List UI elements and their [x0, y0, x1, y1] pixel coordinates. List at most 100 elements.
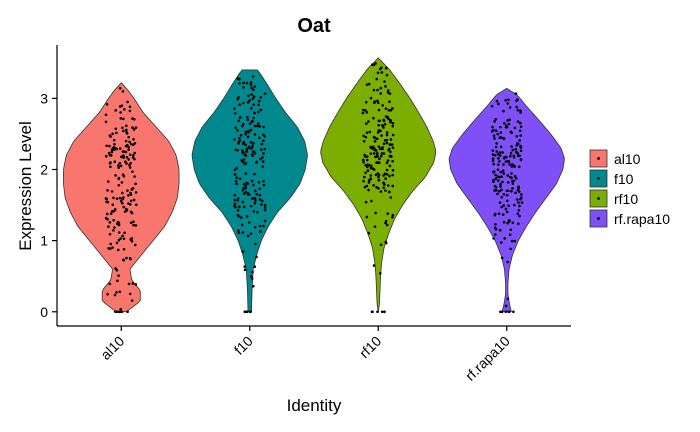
data-point — [119, 307, 123, 311]
data-point — [248, 122, 252, 126]
data-point — [126, 189, 129, 192]
data-point — [504, 207, 508, 211]
data-point — [130, 239, 134, 243]
data-point — [235, 176, 239, 179]
data-point — [519, 157, 523, 161]
data-point — [127, 135, 130, 139]
data-point — [494, 177, 498, 180]
data-point — [132, 137, 135, 141]
data-point — [374, 211, 377, 215]
data-point — [114, 267, 117, 270]
data-point — [238, 103, 242, 106]
data-point — [119, 111, 122, 114]
data-point — [240, 223, 244, 227]
data-point — [245, 81, 249, 85]
data-point — [509, 247, 512, 251]
data-point — [514, 191, 517, 195]
data-point — [108, 144, 111, 148]
data-point — [377, 178, 381, 182]
data-point — [115, 290, 118, 294]
data-point — [250, 277, 254, 280]
data-point — [122, 247, 126, 251]
data-point — [499, 145, 503, 149]
data-point — [364, 109, 367, 112]
data-point — [385, 172, 389, 176]
data-point — [246, 182, 250, 185]
data-point — [384, 66, 388, 70]
data-point — [361, 108, 365, 112]
data-point — [247, 221, 251, 224]
data-point — [500, 310, 504, 314]
data-point — [263, 203, 267, 207]
data-point — [262, 224, 265, 228]
data-point — [263, 206, 267, 209]
data-point — [493, 189, 496, 192]
data-point — [249, 81, 253, 84]
jitter-points-layer — [104, 62, 524, 314]
data-point — [253, 111, 256, 115]
data-point — [252, 141, 255, 145]
data-point — [501, 213, 505, 216]
data-point — [246, 193, 250, 196]
data-point — [242, 141, 246, 144]
data-point — [379, 86, 383, 90]
data-point — [377, 119, 381, 123]
data-point — [502, 204, 506, 207]
data-point — [389, 109, 393, 112]
data-point — [133, 243, 137, 247]
data-point — [117, 238, 121, 242]
data-point — [512, 179, 516, 183]
data-point — [104, 120, 108, 124]
data-point — [116, 310, 120, 314]
data-point — [246, 135, 250, 139]
data-point — [242, 86, 245, 89]
data-point — [114, 109, 118, 112]
data-point — [122, 205, 126, 209]
data-point — [250, 197, 254, 200]
data-point — [251, 144, 254, 148]
data-point — [384, 85, 387, 88]
data-point — [242, 81, 245, 85]
data-point — [517, 165, 521, 169]
data-point — [490, 130, 494, 133]
data-point — [519, 149, 523, 153]
data-point — [250, 179, 254, 183]
data-point — [250, 106, 253, 110]
data-point — [252, 183, 255, 187]
data-point — [492, 180, 495, 184]
data-point — [382, 126, 385, 129]
data-point — [389, 196, 393, 199]
data-point — [383, 80, 386, 83]
data-point — [251, 97, 255, 100]
data-point — [131, 282, 135, 285]
data-point — [252, 116, 256, 120]
data-point — [112, 209, 116, 213]
data-point — [123, 231, 126, 235]
data-point — [387, 190, 391, 194]
data-point — [114, 174, 117, 177]
data-point — [493, 153, 497, 157]
data-point — [505, 155, 508, 159]
data-point — [115, 241, 119, 245]
data-point — [363, 175, 366, 179]
data-point — [502, 193, 506, 196]
data-point — [246, 115, 249, 119]
data-point — [113, 142, 116, 146]
data-point — [249, 204, 253, 208]
legend-label: rf.rapa10 — [614, 211, 670, 227]
data-point — [367, 181, 371, 184]
data-point — [104, 113, 108, 117]
data-point — [503, 237, 507, 240]
data-point — [124, 150, 128, 154]
data-point — [112, 229, 115, 232]
data-point — [498, 175, 501, 179]
violin-layer — [63, 57, 565, 313]
data-point — [130, 211, 134, 215]
data-point — [498, 160, 501, 163]
data-point — [369, 145, 372, 149]
data-point — [113, 226, 116, 229]
data-point — [243, 265, 247, 268]
data-point — [382, 152, 386, 155]
data-point — [365, 83, 369, 86]
data-point — [255, 255, 258, 259]
